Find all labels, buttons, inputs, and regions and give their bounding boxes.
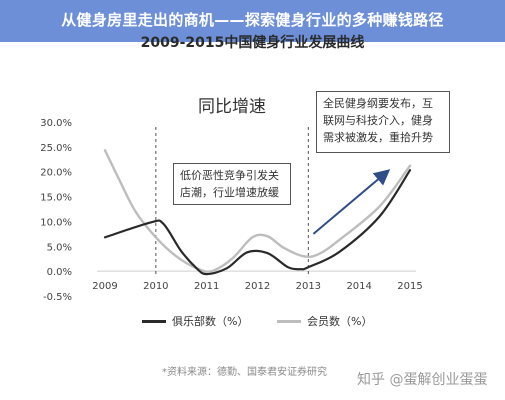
chart-title: 同比增速	[198, 97, 266, 117]
series-line-club	[103, 169, 412, 276]
x-tick-label: 2015	[397, 281, 422, 292]
y-tick-label: -0.5%	[43, 292, 72, 303]
x-tick-label: 2013	[296, 281, 321, 292]
legend-club-label: 俱乐部数（%）	[172, 315, 249, 328]
header-banner: 从健身房里走出的商机——探索健身行业的多种赚钱路径	[0, 0, 505, 42]
x-tick-label: 2014	[346, 281, 371, 292]
annotation-price-war: 低价恶性竞争引发关店潮，行业增速放缓	[173, 163, 291, 205]
reference-lines	[155, 127, 309, 274]
y-tick-label: 30.0%	[40, 118, 72, 129]
legend-club: 俱乐部数（%）	[142, 313, 248, 329]
series-layer	[103, 149, 412, 276]
banner-title: 从健身房里走出的商机——探索健身行业的多种赚钱路径	[61, 11, 444, 29]
y-tick-label: 0.0%	[47, 267, 72, 278]
legend-member: 会员数（%）	[277, 313, 372, 329]
y-tick-label: 15.0%	[40, 193, 72, 204]
annotation-national-fitness: 全民健身纲要发布，互联网与科技介入，健身需求被激发，重拾升势	[316, 91, 450, 153]
y-tick-label: 10.0%	[40, 217, 72, 228]
legend-member-label: 会员数（%）	[307, 315, 373, 328]
y-tick-label: 5.0%	[47, 242, 72, 253]
watermark: 知乎 @蛋解创业蛋蛋	[357, 372, 488, 388]
x-tick-label: 2010	[143, 281, 168, 292]
trend-arrow	[312, 169, 391, 235]
chart-subtitle: 2009-2015中国健身行业发展曲线	[140, 35, 365, 51]
legend-member-swatch	[277, 319, 301, 323]
trend-arrow-layer	[312, 169, 391, 235]
x-tick-label: 2011	[194, 281, 219, 292]
axis-layer: 30.0% 25.0% 20.0% 15.0% 10.0% 5.0% 0.0% -0.5% 20…	[40, 118, 423, 303]
x-tick-label: 2009	[92, 281, 117, 292]
series-line-member	[103, 149, 412, 273]
legend-club-swatch	[142, 319, 166, 323]
y-tick-label: 20.0%	[40, 168, 72, 179]
y-tick-label: 25.0%	[40, 143, 72, 154]
source-note: *资料来源：德勤、国泰君安证券研究	[162, 367, 327, 378]
x-tick-label: 2012	[245, 281, 270, 292]
